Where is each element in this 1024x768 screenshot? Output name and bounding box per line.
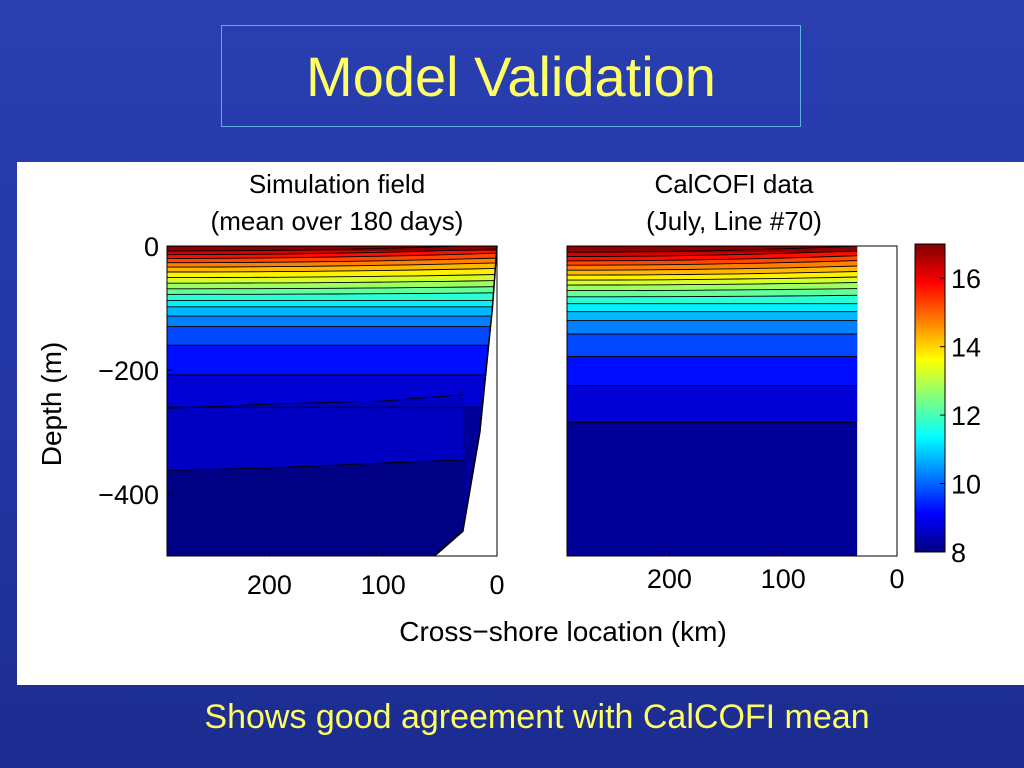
y-tick-label: 0 (144, 232, 159, 262)
x-tick-label: 0 (889, 564, 904, 594)
colorbar (914, 243, 946, 553)
field-band-deepest (167, 459, 463, 556)
contour-line (567, 260, 858, 266)
contour-line (567, 282, 858, 286)
sim-x-ticks: 200 100 0 (247, 551, 505, 600)
obs-x-ticks: 200 100 0 (647, 551, 905, 594)
y-axis-label: Depth (m) (36, 342, 67, 466)
x-tick-label: 100 (761, 564, 806, 594)
contour-line (167, 257, 497, 264)
contour-line (167, 394, 463, 409)
x-tick-label: 100 (361, 570, 406, 600)
contour-line (567, 294, 858, 298)
sim-y-ticks: 0 −200 −400 (98, 232, 172, 510)
contour-line (567, 265, 858, 271)
sim-title: Simulation field (249, 169, 425, 199)
contour-line (167, 280, 497, 284)
contour-line (167, 274, 497, 279)
contour-line (167, 459, 463, 471)
sim-subtitle: (mean over 180 days) (211, 206, 464, 236)
colorbar-ticks: 8 10 12 14 16 (940, 264, 981, 568)
contour-line (167, 262, 497, 268)
contour-line (167, 267, 497, 273)
contour-line (167, 246, 497, 252)
contour-line (567, 250, 858, 257)
obs-subtitle: (July, Line #70) (646, 206, 822, 236)
sim-axes-frame (166, 245, 498, 557)
y-tick-label: −400 (98, 480, 159, 510)
y-tick-label: −200 (98, 356, 159, 386)
colorbar-tick-label: 12 (951, 401, 981, 431)
contour-line (167, 286, 497, 290)
sim-contour-field (167, 246, 497, 556)
x-tick-label: 200 (247, 570, 292, 600)
colorbar-tick-label: 16 (951, 264, 981, 294)
slide-caption: Shows good agreement with CalCOFI mean (204, 698, 870, 736)
obs-contour-field (567, 246, 858, 556)
field-band-top (167, 246, 497, 251)
contour-line (567, 246, 858, 253)
title-box: Model Validation (221, 25, 801, 127)
obs-axes-frame (566, 245, 898, 557)
contour-line (567, 271, 858, 276)
contour-line (167, 292, 497, 295)
colorbar-tick-label: 10 (951, 470, 981, 500)
colorbar-tick-label: 8 (951, 538, 966, 568)
figure-panel: Simulation field (mean over 180 days) 0 −… (17, 162, 1024, 685)
contour-line (567, 288, 858, 292)
slide-title: Model Validation (306, 44, 716, 108)
contour-line (167, 248, 497, 256)
temperature-section-figure: Simulation field (mean over 180 days) 0 −… (36, 169, 981, 647)
sim-coastline (433, 245, 498, 557)
obs-title: CalCOFI data (655, 169, 814, 199)
field-band-top (567, 246, 858, 253)
obs-contour-lines (567, 246, 858, 424)
contour-line (567, 276, 858, 281)
sim-contour-lines (167, 246, 497, 471)
colorbar-tick-label: 14 (951, 333, 981, 363)
contour-line (567, 255, 858, 262)
x-axis-label: Cross−shore location (km) (399, 616, 727, 647)
contour-line (167, 252, 497, 259)
x-tick-label: 0 (489, 570, 504, 600)
x-tick-label: 200 (647, 564, 692, 594)
